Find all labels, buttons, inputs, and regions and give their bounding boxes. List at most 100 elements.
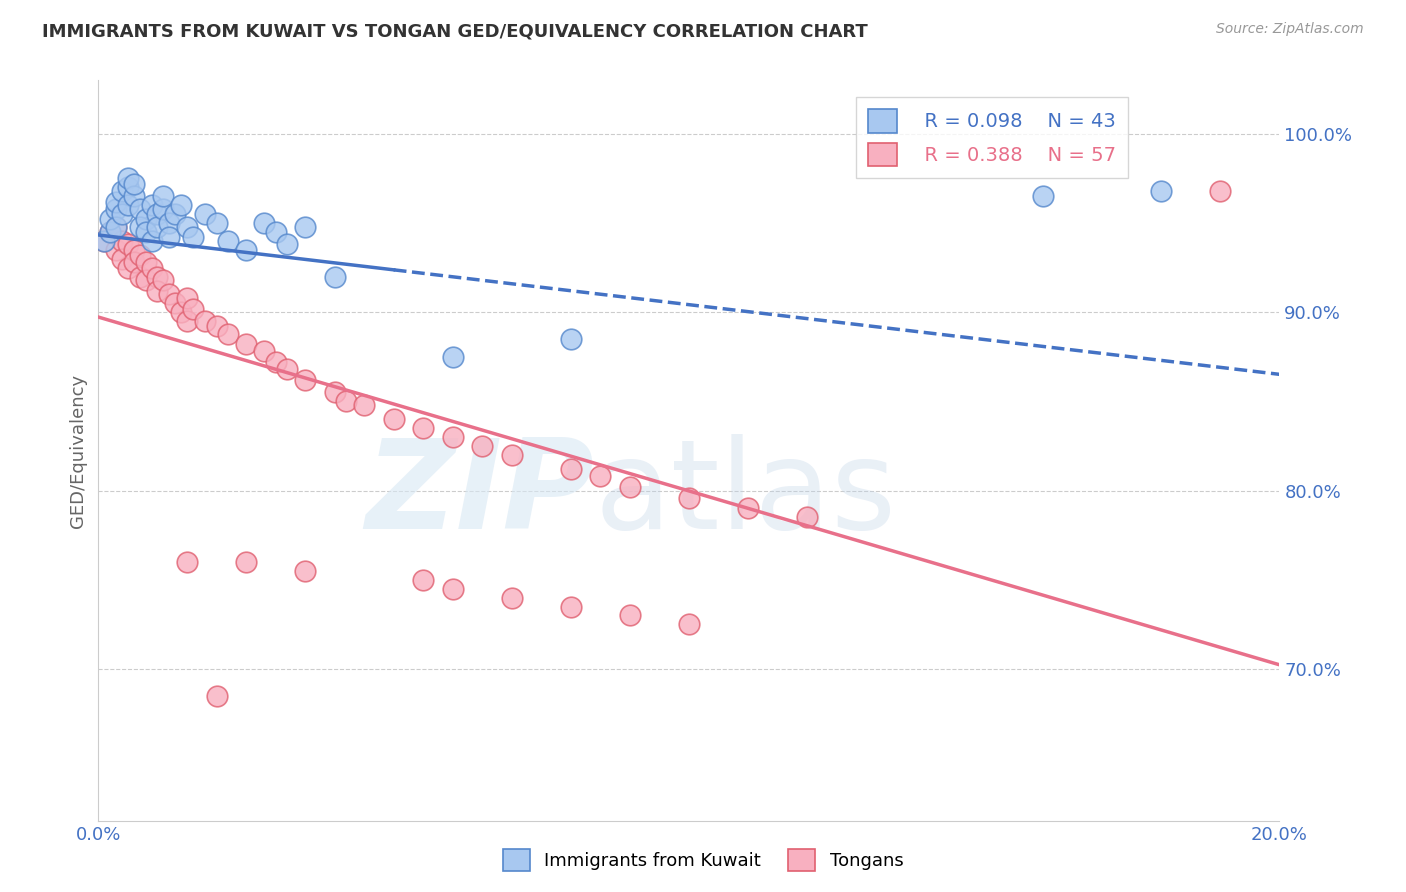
Point <box>165 296 187 310</box>
Point <box>105 202 128 216</box>
Point <box>122 255 145 269</box>
Point <box>441 582 464 596</box>
Point <box>128 202 150 216</box>
Point <box>441 350 464 364</box>
Point <box>157 287 180 301</box>
Point <box>205 689 228 703</box>
Point <box>264 355 287 369</box>
Text: IMMIGRANTS FROM KUWAIT VS TONGAN GED/EQUIVALENCY CORRELATION CHART: IMMIGRANTS FROM KUWAIT VS TONGAN GED/EQU… <box>42 22 868 40</box>
Point <box>105 243 128 257</box>
Point <box>235 243 257 257</box>
Point <box>560 332 582 346</box>
Legend:   R = 0.098    N = 43,   R = 0.388    N = 57: R = 0.098 N = 43, R = 0.388 N = 57 <box>856 97 1128 178</box>
Point <box>128 269 150 284</box>
Point <box>122 177 145 191</box>
Point <box>152 273 174 287</box>
Point <box>294 373 316 387</box>
Point <box>170 305 193 319</box>
Point <box>382 412 405 426</box>
Point <box>141 234 163 248</box>
Point <box>105 194 128 209</box>
Point <box>181 301 204 316</box>
Point <box>117 260 139 275</box>
Point <box>146 219 169 234</box>
Point <box>146 284 169 298</box>
Point <box>217 234 239 248</box>
Point <box>619 480 641 494</box>
Point <box>98 225 121 239</box>
Point <box>170 198 193 212</box>
Point <box>253 344 276 359</box>
Point <box>181 230 204 244</box>
Point <box>176 555 198 569</box>
Point <box>146 207 169 221</box>
Point <box>157 216 180 230</box>
Point <box>111 252 134 266</box>
Point <box>135 225 157 239</box>
Point <box>105 219 128 234</box>
Text: ZIP: ZIP <box>366 434 595 556</box>
Point <box>276 237 298 252</box>
Point <box>335 394 357 409</box>
Point <box>1032 189 1054 203</box>
Point <box>501 591 523 605</box>
Point <box>235 555 257 569</box>
Point <box>111 234 134 248</box>
Point <box>135 212 157 227</box>
Point <box>93 234 115 248</box>
Point <box>205 319 228 334</box>
Point <box>253 216 276 230</box>
Point <box>205 216 228 230</box>
Point <box>323 269 346 284</box>
Point <box>117 237 139 252</box>
Point <box>501 448 523 462</box>
Point <box>294 564 316 578</box>
Point <box>678 491 700 505</box>
Point <box>264 225 287 239</box>
Point <box>412 421 434 435</box>
Point <box>105 219 128 234</box>
Point <box>678 617 700 632</box>
Y-axis label: GED/Equivalency: GED/Equivalency <box>69 374 87 527</box>
Point <box>135 255 157 269</box>
Point <box>141 198 163 212</box>
Point <box>117 171 139 186</box>
Point <box>157 230 180 244</box>
Legend: Immigrants from Kuwait, Tongans: Immigrants from Kuwait, Tongans <box>495 842 911 879</box>
Point <box>471 439 494 453</box>
Point <box>589 469 612 483</box>
Point <box>353 398 375 412</box>
Point <box>294 219 316 234</box>
Point <box>796 510 818 524</box>
Text: Source: ZipAtlas.com: Source: ZipAtlas.com <box>1216 22 1364 37</box>
Point <box>152 189 174 203</box>
Point <box>146 269 169 284</box>
Point <box>141 260 163 275</box>
Point <box>560 599 582 614</box>
Point <box>194 207 217 221</box>
Point <box>176 291 198 305</box>
Point <box>135 273 157 287</box>
Point <box>111 184 134 198</box>
Point <box>441 430 464 444</box>
Point <box>122 243 145 257</box>
Point <box>619 608 641 623</box>
Point <box>323 385 346 400</box>
Point <box>98 212 121 227</box>
Point <box>128 219 150 234</box>
Point <box>176 314 198 328</box>
Point <box>217 326 239 341</box>
Point <box>276 362 298 376</box>
Point <box>122 189 145 203</box>
Point <box>117 198 139 212</box>
Text: atlas: atlas <box>595 434 897 556</box>
Point <box>176 219 198 234</box>
Point <box>98 225 121 239</box>
Point <box>737 501 759 516</box>
Point <box>412 573 434 587</box>
Point <box>93 234 115 248</box>
Point <box>194 314 217 328</box>
Point <box>111 207 134 221</box>
Point <box>152 202 174 216</box>
Point <box>1150 184 1173 198</box>
